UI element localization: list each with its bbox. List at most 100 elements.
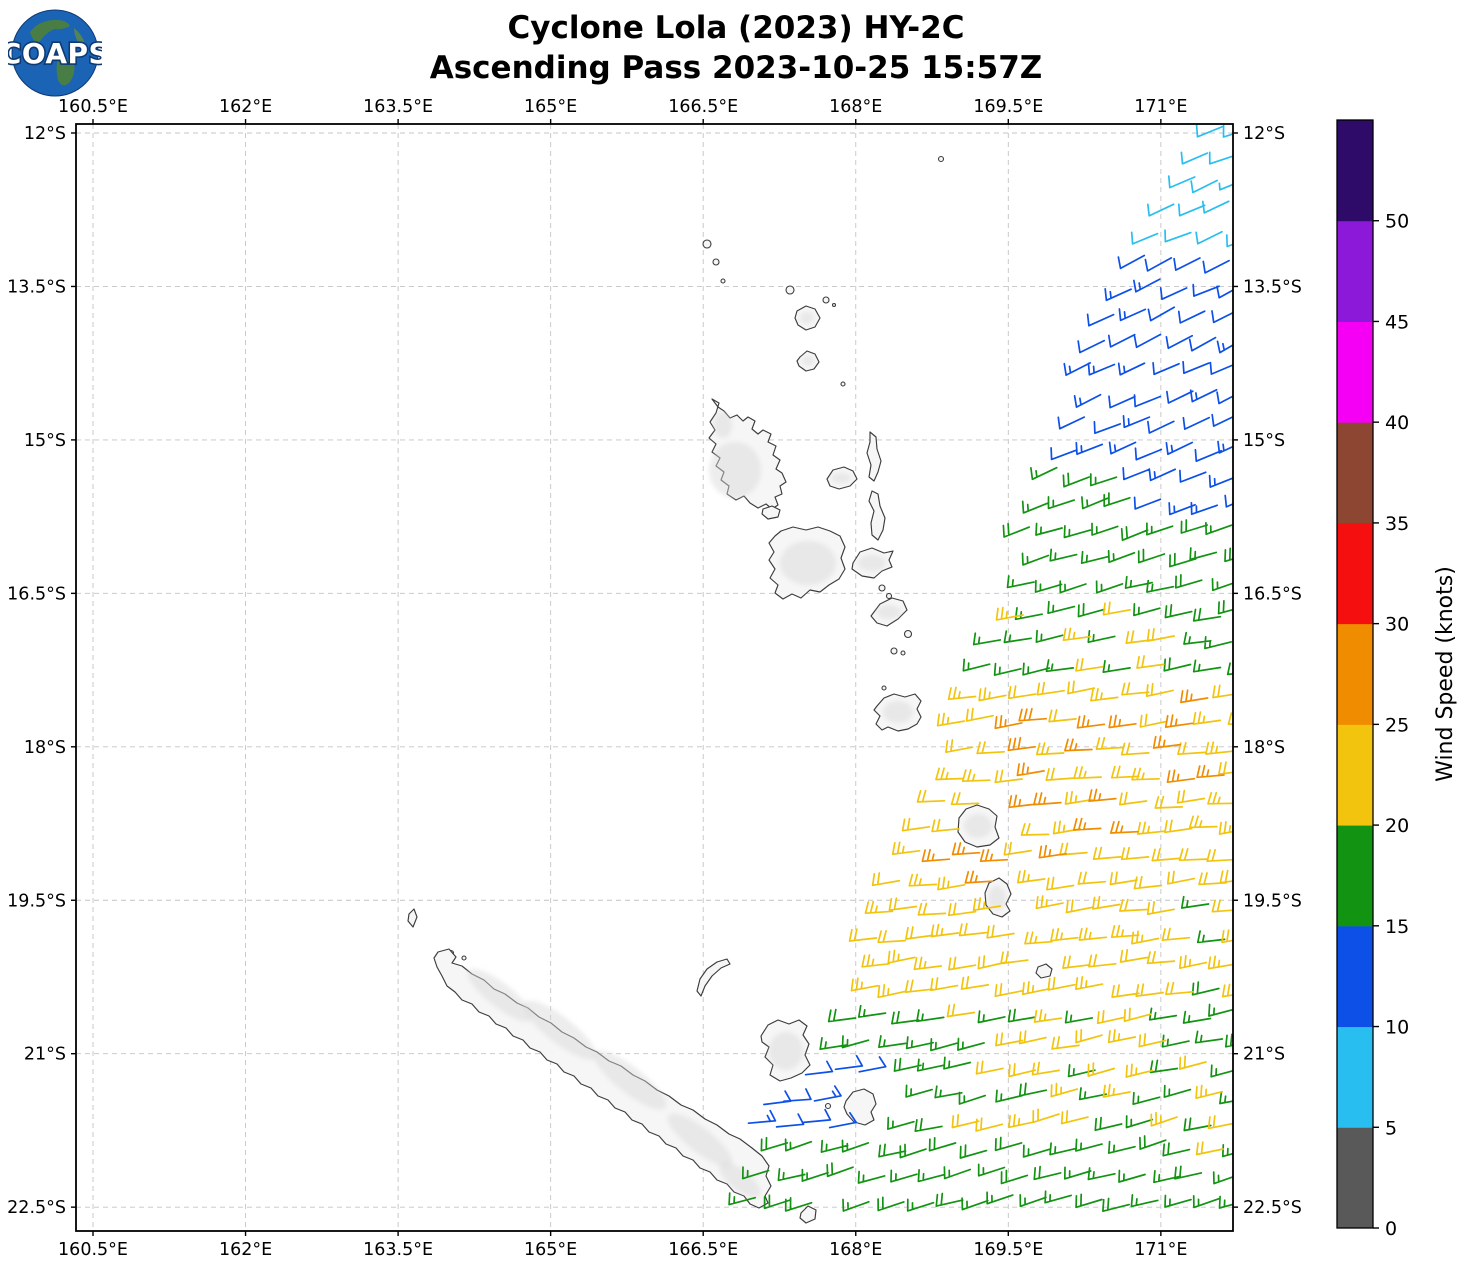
lat-tick-left: 22.5°S	[7, 1198, 66, 1218]
wind-barbs-blue	[747, 254, 1233, 1129]
figure-title: Cyclone Lola (2023) HY-2C Ascending Pass…	[0, 8, 1472, 88]
colorbar-segment-40-45	[1337, 321, 1373, 423]
lon-tick-top: 163.5°E	[363, 97, 433, 117]
colorbar-segment-50-55	[1337, 120, 1373, 222]
lat-tick-left: 18°S	[24, 738, 66, 758]
title-line-1: Cyclone Lola (2023) HY-2C	[507, 10, 965, 46]
island-hiu-torres	[702, 239, 712, 249]
lon-tick-bottom: 169.5°E	[973, 1240, 1043, 1260]
island-tikopia	[937, 155, 945, 163]
lat-tick-right: 13.5°S	[1243, 277, 1302, 297]
island-belep-sliver	[407, 908, 418, 928]
colorbar: 0 5 10 15 20 25 30 35 40 45 50 Wind Speed (knots)	[1336, 119, 1458, 1240]
globe-land-east	[74, 28, 85, 44]
colorbar-segment-0-5	[1337, 1127, 1373, 1229]
lat-tick-left: 12°S	[24, 124, 66, 144]
lon-tick-top: 162°E	[219, 97, 272, 117]
coaps-logo: COAPS	[8, 9, 102, 97]
colorbar-axis-label: Wind Speed (knots)	[1433, 566, 1458, 782]
globe-land-north	[30, 19, 70, 44]
island-mota	[831, 302, 837, 308]
colorbar-tick: 35	[1385, 513, 1409, 535]
island-shepherd-3	[900, 650, 906, 656]
colorbar-segment-20-25	[1337, 724, 1373, 826]
lat-tick-left: 15°S	[24, 431, 66, 451]
island-shepherd-2	[890, 647, 898, 655]
terrain-shading	[467, 312, 1006, 1198]
wind-barbs-orange	[921, 689, 1225, 884]
colorbar-tick: 30	[1385, 614, 1409, 636]
lon-tick-bottom: 165°E	[524, 1240, 577, 1260]
island-paama	[878, 584, 886, 592]
island-malo	[761, 505, 781, 520]
colorbar-segment-15-20	[1337, 825, 1373, 927]
wind-barbs-green	[728, 466, 1233, 1213]
colorbar-tick: 45	[1385, 311, 1409, 333]
lon-tick-top: 160.5°E	[58, 97, 128, 117]
wind-barbs	[728, 124, 1233, 1213]
lon-tick-top: 171°E	[1134, 97, 1187, 117]
island-toga-torres	[712, 258, 720, 266]
lat-tick-right: 15°S	[1243, 431, 1285, 451]
lat-tick-left: 21°S	[24, 1045, 66, 1065]
colorbar-segment-5-10	[1337, 1026, 1373, 1128]
island-ouvea	[696, 958, 731, 997]
logo-text: COAPS	[8, 37, 102, 70]
lon-tick-bottom: 160.5°E	[58, 1240, 128, 1260]
lon-tick-bottom: 162°E	[219, 1240, 272, 1260]
lon-tick-bottom: 168°E	[829, 1240, 882, 1260]
island-belep-2	[461, 955, 467, 961]
colorbar-segment-10-15	[1337, 925, 1373, 1028]
colorbar-segment-30-35	[1337, 522, 1373, 625]
colorbar-tick: 0	[1385, 1218, 1397, 1240]
wind-barbs-cyan	[1130, 124, 1233, 248]
globe-land-south	[56, 57, 75, 86]
gridlines	[76, 124, 1233, 1231]
lat-tick-left: 13.5°S	[7, 277, 66, 297]
lon-tick-top: 168°E	[829, 97, 882, 117]
map-frame	[75, 123, 1234, 1232]
island-mare	[843, 1088, 877, 1126]
lon-tick-top: 166.5°E	[668, 97, 738, 117]
lat-tick-right: 19.5°S	[1243, 891, 1302, 911]
colorbar-tick: 40	[1385, 412, 1409, 434]
colorbar-tick: 20	[1385, 815, 1409, 837]
island-ile-des-pins	[799, 1205, 817, 1224]
island-aneityum	[1035, 963, 1053, 979]
title-line-2: Ascending Pass 2023-10-25 15:57Z	[429, 50, 1043, 86]
lat-tick-right: 22.5°S	[1243, 1198, 1302, 1218]
island-shepherd-1	[903, 629, 913, 639]
lat-tick-right: 18°S	[1243, 738, 1285, 758]
colorbar-tick: 50	[1385, 211, 1409, 233]
lon-tick-bottom: 166.5°E	[668, 1240, 738, 1260]
colorbar-tick: 10	[1385, 1017, 1409, 1039]
lat-tick-right: 12°S	[1243, 124, 1285, 144]
island-tiga	[824, 1102, 832, 1110]
island-lopevi	[885, 592, 893, 600]
wind-barbs-yellow	[848, 601, 1233, 1156]
lat-tick-left: 19.5°S	[7, 891, 66, 911]
axis-ticks	[71, 119, 1238, 1236]
island-maewo	[866, 431, 882, 482]
colorbar-segment-45-50	[1337, 220, 1373, 322]
island-pentecost	[868, 490, 886, 541]
lat-tick-right: 16.5°S	[1243, 584, 1302, 604]
lon-tick-top: 165°E	[524, 97, 577, 117]
lat-tick-right: 21°S	[1243, 1045, 1285, 1065]
axis-labels: 160.5°E 160.5°E 162°E 162°E 163.5°E 163.5°E 16…	[7, 97, 1302, 1260]
lat-tick-left: 16.5°S	[7, 584, 66, 604]
island-mere-lava	[840, 381, 846, 387]
island-efate-islet	[881, 685, 887, 691]
colorbar-tick: 15	[1385, 916, 1409, 938]
colorbar-segment-35-40	[1337, 422, 1373, 524]
colorbar-tick: 5	[1385, 1117, 1397, 1139]
island-ureparapara	[785, 285, 795, 295]
lon-tick-bottom: 171°E	[1134, 1240, 1187, 1260]
lon-tick-top: 169.5°E	[973, 97, 1043, 117]
island-mota-lava	[822, 296, 830, 304]
colorbar-segment-25-30	[1337, 623, 1373, 725]
island-torres-islet	[720, 278, 726, 284]
lon-tick-bottom: 163.5°E	[363, 1240, 433, 1260]
colorbar-tick: 25	[1385, 714, 1409, 736]
